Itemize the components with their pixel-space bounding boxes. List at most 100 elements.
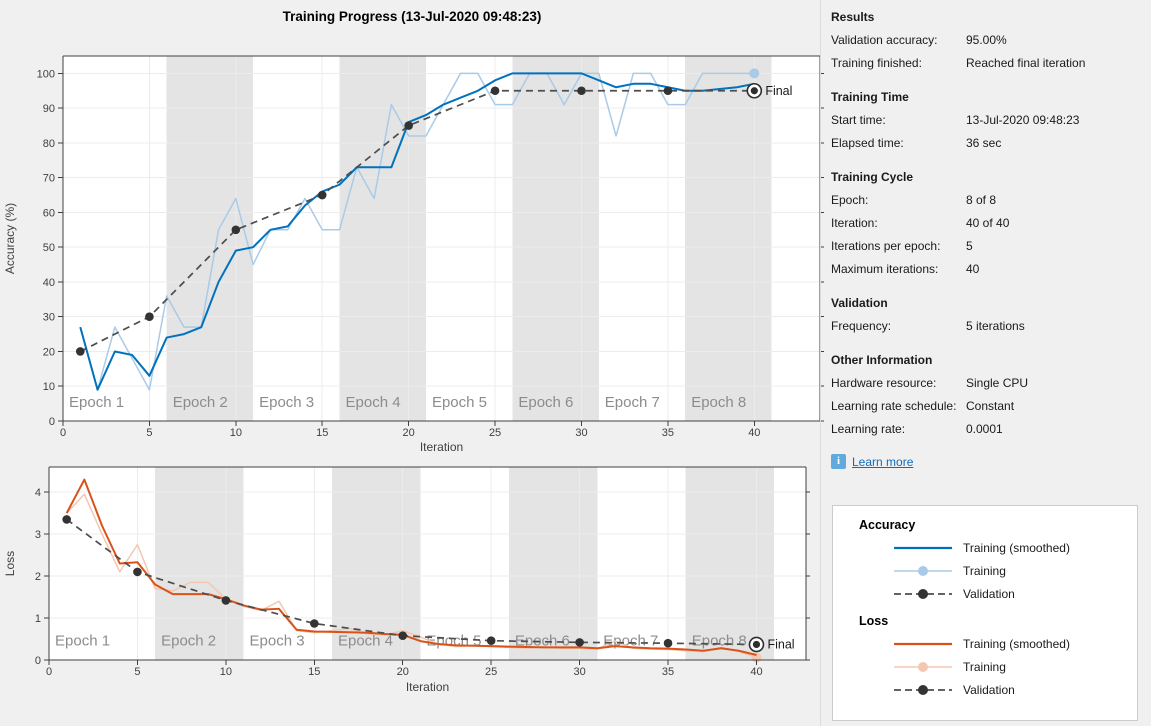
epoch-label: Epoch 3 xyxy=(250,632,305,649)
loss-chart: Epoch 1 Epoch 2 Epoch 3 Epoch 4 Epoch 5 Epoch… xyxy=(3,466,810,694)
x-tick-label: 5 xyxy=(146,427,152,439)
final-label: Final xyxy=(767,637,794,651)
x-tick-label: 10 xyxy=(230,427,242,439)
x-tick-label: 0 xyxy=(60,427,66,439)
x-tick-label: 35 xyxy=(662,427,674,439)
loss-axes: 0 5 10 15 20 25 30 35 40 0 1 2 3 4 Iteration Loss xyxy=(3,466,810,694)
loss-series-training-smoothed-smoothed xyxy=(65,478,757,656)
section-title-training-cycle: Training Cycle xyxy=(831,170,914,184)
info-label: Iteration: xyxy=(831,216,878,230)
epoch-label: Epoch 1 xyxy=(69,394,124,411)
info-value: 5 iterations xyxy=(966,319,1025,333)
loss-epoch-bands xyxy=(155,467,775,660)
info-label: Elapsed time: xyxy=(831,136,904,150)
info-row-start-time: Start time: 13-Jul-2020 09:48:23 xyxy=(831,109,1141,132)
y-tick-label: 20 xyxy=(43,346,55,358)
info-value: Reached final iteration xyxy=(966,56,1086,70)
legend-item-label: Validation xyxy=(963,586,1015,601)
info-sections: Results Validation accuracy: 95.00% Trainin… xyxy=(831,6,1141,441)
info-row-maximum-iterations: Maximum iterations: 40 xyxy=(831,258,1141,281)
legend-swatch-smoothed xyxy=(894,642,952,645)
accuracy-series-validation-validation: Final xyxy=(75,82,792,356)
section-title-results: Results xyxy=(831,10,875,24)
info-label: Maximum iterations: xyxy=(831,262,939,276)
epoch-label: Epoch 6 xyxy=(515,632,570,649)
info-value: 5 xyxy=(966,239,973,253)
epoch-label: Epoch 6 xyxy=(518,394,573,411)
info-value: 40 of 40 xyxy=(966,216,1010,230)
legend-swatch-smoothed xyxy=(894,546,952,549)
legend-swatch-raw xyxy=(894,565,952,576)
epoch-label: Epoch 8 xyxy=(691,394,746,411)
info-row-learning-rate-schedule: Learning rate schedule: Constant xyxy=(831,395,1141,418)
info-row-epoch: Epoch: 8 of 8 xyxy=(831,189,1141,212)
legend-item-loss-training: Training xyxy=(891,655,1137,678)
info-row-hardware-resource: Hardware resource: Single CPU xyxy=(831,372,1141,395)
accuracy-chart: Epoch 1 Epoch 2 Epoch 3 Epoch 4 Epoch 5 Epoch… xyxy=(3,55,824,454)
page-title: Training Progress (13-Jul-2020 09:48:23) xyxy=(282,9,542,24)
loss-y-axis-label: Loss xyxy=(3,551,17,576)
y-tick-label: 50 xyxy=(43,242,55,254)
info-icon: i xyxy=(831,454,846,469)
info-value: Single CPU xyxy=(966,376,1029,390)
y-tick-label: 0 xyxy=(49,416,55,428)
accuracy-series-training-raw xyxy=(79,68,760,391)
y-tick-label: 2 xyxy=(35,571,41,583)
info-value: Constant xyxy=(966,399,1015,413)
y-tick-label: 40 xyxy=(43,277,55,289)
x-tick-label: 15 xyxy=(316,427,328,439)
info-row-training-finished: Training finished: Reached final iteratio… xyxy=(831,52,1141,75)
info-label: Iterations per epoch: xyxy=(831,239,941,253)
info-value: 36 sec xyxy=(966,136,1002,150)
raw-final-dot xyxy=(749,68,760,79)
x-tick-label: 15 xyxy=(308,666,320,678)
info-label: Validation accuracy: xyxy=(831,33,938,47)
epoch-label: Epoch 4 xyxy=(346,394,401,411)
legend-item-loss-validation: Validation xyxy=(891,678,1137,701)
epoch-label: Epoch 2 xyxy=(173,394,228,411)
section-title-training-time: Training Time xyxy=(831,90,909,104)
legend-item-accuracy-validation: Validation xyxy=(891,582,1137,605)
info-value: 13-Jul-2020 09:48:23 xyxy=(966,113,1080,127)
legend-panel: Accuracy Training (smoothed) Training Valid… xyxy=(832,505,1138,721)
epoch-label: Epoch 1 xyxy=(55,632,110,649)
section-title-validation: Validation xyxy=(831,296,888,310)
legend-group-title-loss: Loss xyxy=(859,614,889,628)
learn-more-row: i Learn more xyxy=(831,454,1141,469)
epoch-label: Epoch 4 xyxy=(338,632,393,649)
loss-series-validation-validation: Final xyxy=(62,515,795,653)
loss-epoch-labels: Epoch 1 Epoch 2 Epoch 3 Epoch 4 Epoch 5 Epoch… xyxy=(55,632,747,649)
legend-item-loss-training-smoothed: Training (smoothed) xyxy=(891,632,1137,655)
info-label: Learning rate schedule: xyxy=(831,399,957,413)
info-label: Learning rate: xyxy=(831,422,906,436)
y-tick-label: 1 xyxy=(35,613,41,625)
x-tick-label: 40 xyxy=(748,427,760,439)
x-tick-label: 0 xyxy=(46,666,52,678)
legend-item-accuracy-training-smoothed: Training (smoothed) xyxy=(891,536,1137,559)
legend-swatch-raw xyxy=(894,661,952,672)
info-value: 95.00% xyxy=(966,33,1007,47)
legend-item-label: Training (smoothed) xyxy=(963,636,1070,651)
loss-x-axis-label: Iteration xyxy=(406,680,449,694)
learn-more-link[interactable]: Learn more xyxy=(852,454,914,469)
loss-grid xyxy=(49,467,806,660)
info-row-frequency: Frequency: 5 iterations xyxy=(831,315,1141,338)
x-tick-label: 25 xyxy=(485,666,497,678)
accuracy-epoch-labels: Epoch 1 Epoch 2 Epoch 3 Epoch 4 Epoch 5 Epoch… xyxy=(69,394,746,411)
y-tick-label: 3 xyxy=(35,529,41,541)
legend-item-accuracy-training: Training xyxy=(891,559,1137,582)
x-tick-label: 35 xyxy=(662,666,674,678)
info-label: Hardware resource: xyxy=(831,376,937,390)
y-tick-label: 10 xyxy=(43,381,55,393)
epoch-label: Epoch 8 xyxy=(692,632,747,649)
legend-swatch-validation xyxy=(894,684,952,695)
accuracy-x-axis-label: Iteration xyxy=(420,440,463,454)
legend-item-label: Training xyxy=(963,659,1006,674)
info-label: Start time: xyxy=(831,113,886,127)
y-tick-label: 30 xyxy=(43,312,55,324)
legend-item-label: Training (smoothed) xyxy=(963,540,1070,555)
y-tick-label: 100 xyxy=(37,68,55,80)
legend-item-label: Validation xyxy=(963,682,1015,697)
accuracy-y-axis-label: Accuracy (%) xyxy=(3,203,17,274)
